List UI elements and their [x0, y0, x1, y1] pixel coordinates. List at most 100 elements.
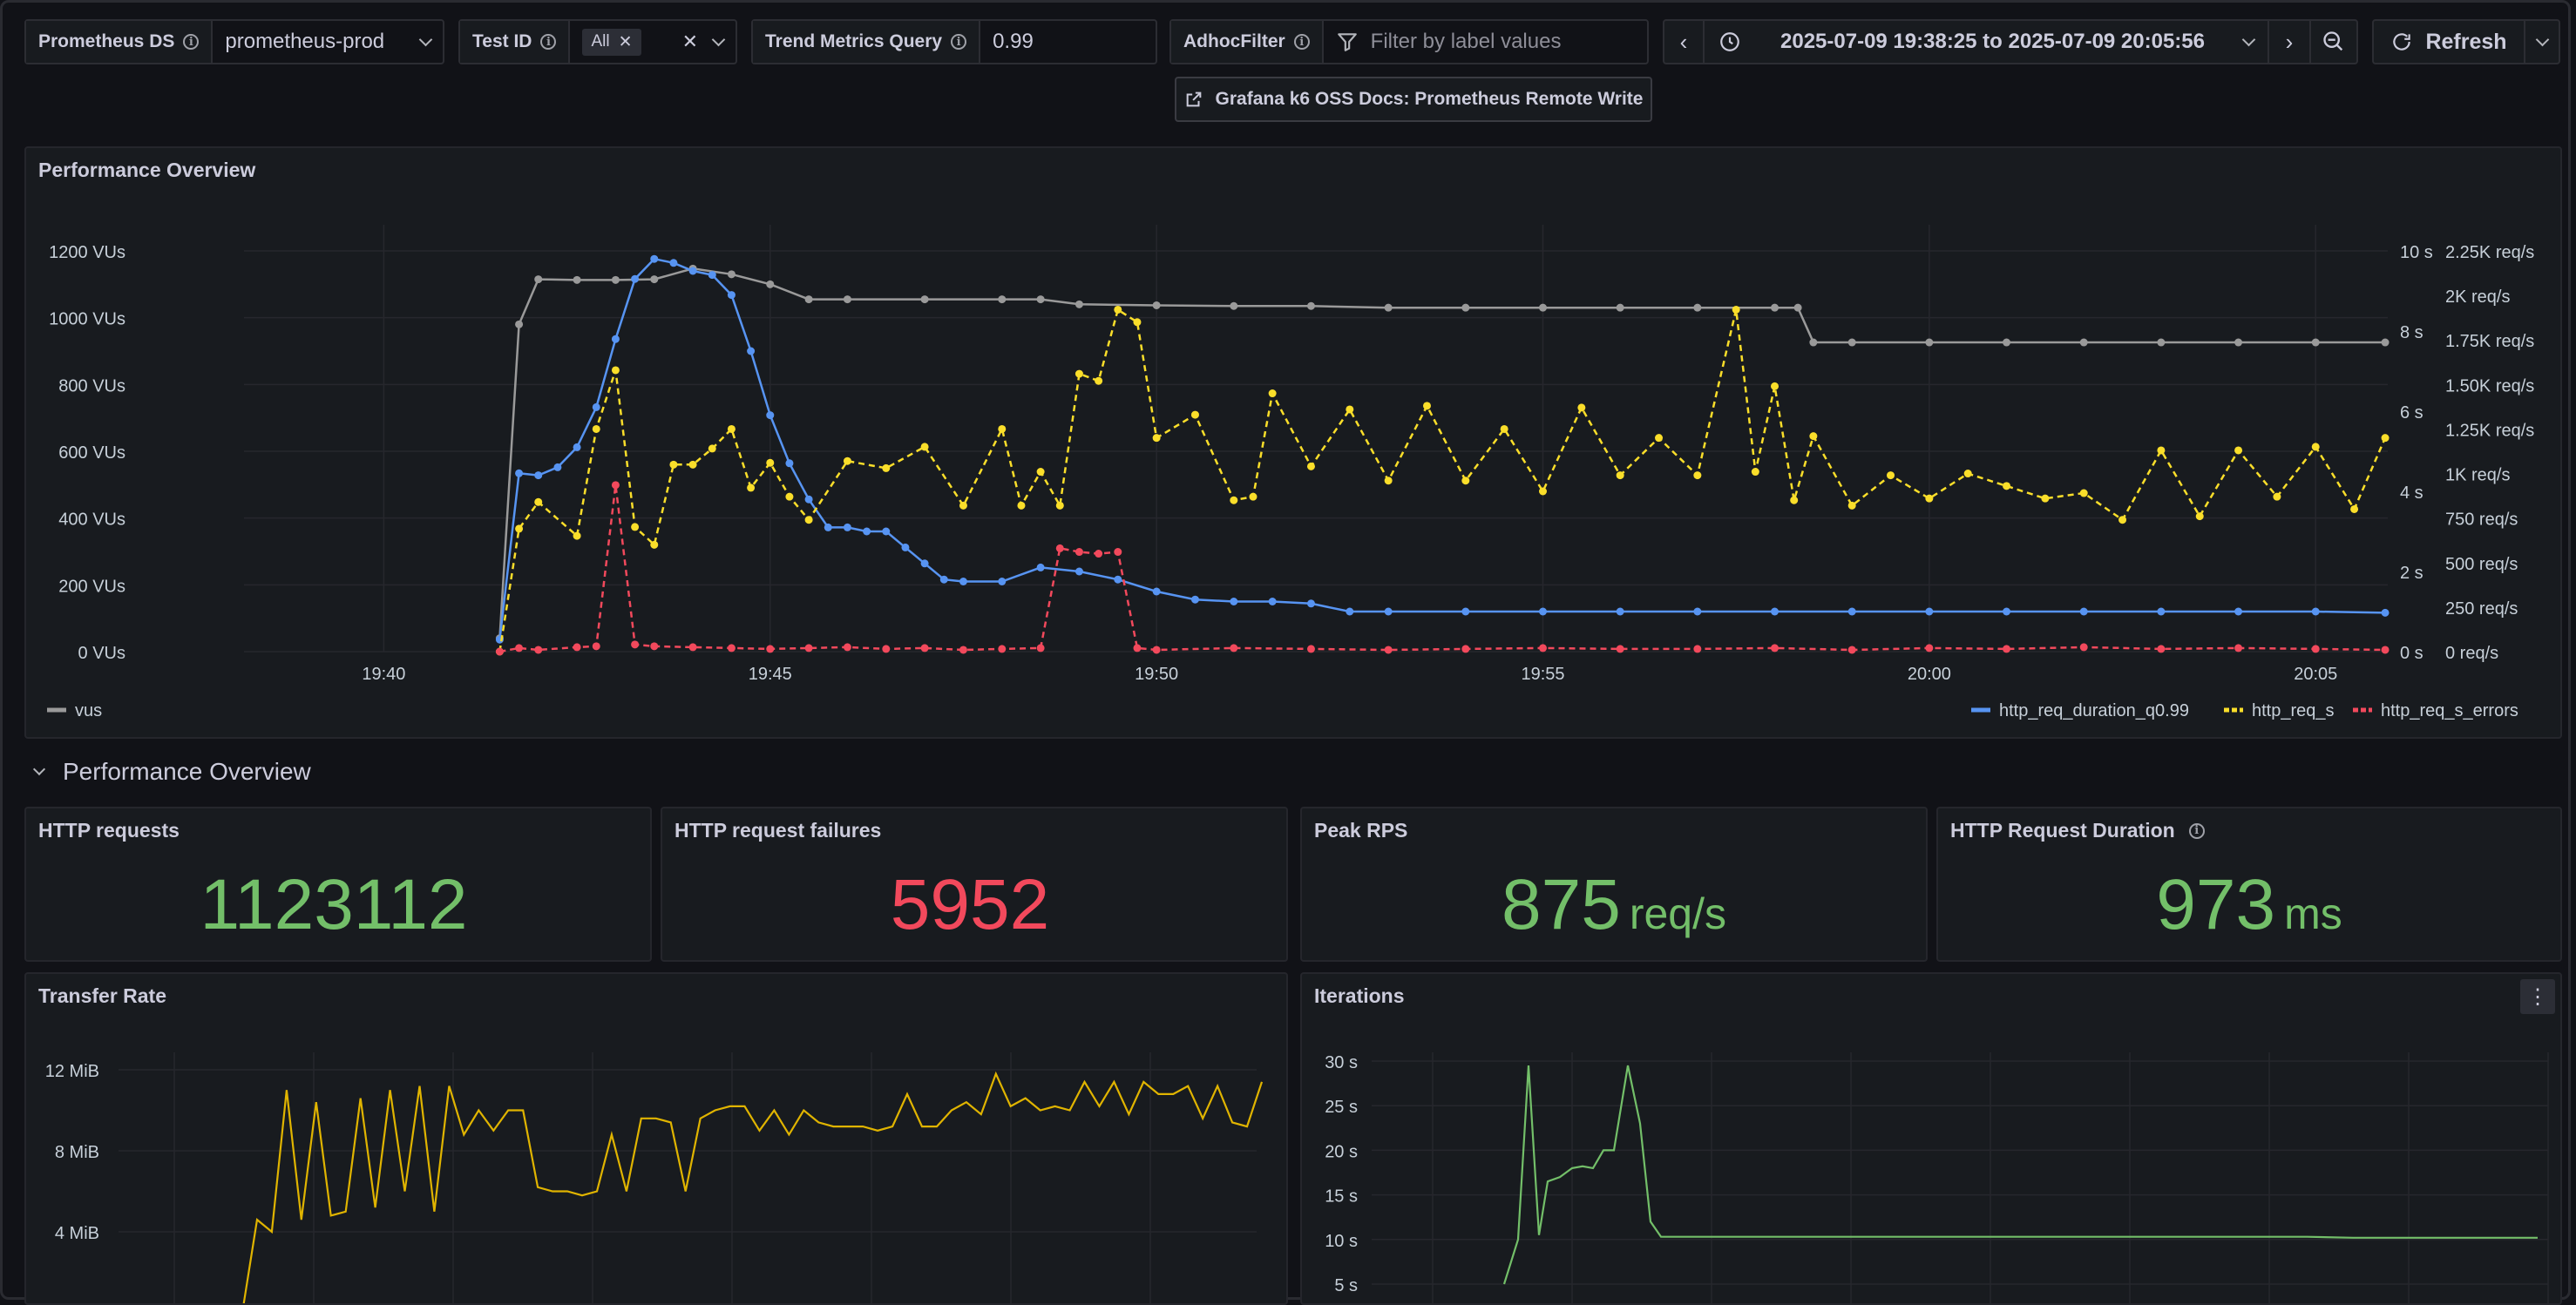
var-value-input[interactable]: 0.99 — [980, 21, 1156, 63]
data-point — [1461, 303, 1470, 312]
var-value[interactable]: prometheus-prod — [213, 21, 443, 63]
data-point — [998, 295, 1007, 304]
data-point — [2311, 338, 2320, 347]
data-point — [534, 646, 543, 654]
adhoc-filter-input[interactable]: Filter by label values — [1324, 21, 1647, 63]
data-point — [1036, 468, 1045, 477]
refresh-interval-dropdown[interactable] — [2524, 19, 2560, 64]
data-point — [998, 645, 1007, 653]
docs-link[interactable]: Grafana k6 OSS Docs: Prometheus Remote W… — [1175, 77, 1652, 122]
data-point — [1152, 587, 1161, 596]
data-point — [1925, 644, 1934, 652]
data-point — [843, 643, 851, 652]
data-point — [1847, 338, 1856, 347]
data-point — [1017, 501, 1026, 510]
data-point — [2003, 482, 2011, 490]
close-icon[interactable]: ✕ — [618, 32, 633, 51]
var-label-text: Trend Metrics Query — [765, 31, 943, 51]
adhoc-placeholder: Filter by label values — [1370, 30, 1562, 53]
data-point — [1306, 462, 1315, 470]
chevron-down-icon — [2535, 32, 2549, 46]
time-shift-back-button[interactable]: ‹ — [1663, 19, 1705, 64]
data-point — [534, 497, 543, 506]
var-test-id[interactable]: Test ID i All ✕ ✕ — [458, 19, 737, 64]
panel-title: Iterations — [1314, 984, 1405, 1007]
info-icon[interactable]: i — [2188, 822, 2205, 839]
var-prometheus-ds[interactable]: Prometheus DS i prometheus-prod — [24, 19, 444, 64]
stat-unit: ms — [2284, 889, 2342, 938]
zoom-out-button[interactable] — [2309, 19, 2358, 64]
data-point — [1771, 644, 1779, 652]
var-trend-metrics-query[interactable]: Trend Metrics Query i 0.99 — [751, 19, 1157, 64]
x-tick-label: 19:45 — [749, 665, 792, 684]
stat-panel-http-request-duration: HTTP Request Duration i 973 ms — [1936, 807, 2562, 962]
y-tick-label: 15 s — [1325, 1187, 1358, 1207]
data-point — [766, 645, 775, 653]
data-point — [1384, 477, 1393, 485]
var-label: Trend Metrics Query i — [753, 21, 981, 63]
y-tick-label-rps: 1K req/s — [2445, 466, 2510, 485]
data-point — [1963, 470, 1972, 478]
data-point — [573, 443, 581, 451]
y-tick-label: 25 s — [1325, 1098, 1358, 1117]
data-point — [1771, 303, 1779, 312]
var-adhoc-filter[interactable]: AdhocFilter i Filter by label values — [1169, 19, 1649, 64]
data-point — [631, 640, 640, 649]
var-value-text: prometheus-prod — [225, 30, 385, 53]
data-point — [766, 411, 775, 420]
docs-link-text: Grafana k6 OSS Docs: Prometheus Remote W… — [1215, 89, 1644, 109]
data-point — [901, 543, 910, 551]
data-point — [2234, 644, 2243, 652]
data-point — [1249, 492, 1257, 501]
y-tick-label-duration: 6 s — [2400, 403, 2423, 423]
iterations-chart: 5 s 10 s 15 s 20 s 25 s 30 s — [1325, 1052, 2549, 1303]
stat-panel-http-requests: HTTP requests 1123112 — [24, 807, 652, 962]
chevron-down-icon[interactable] — [418, 32, 433, 46]
y-tick-label-vus: 800 VUs — [58, 376, 125, 396]
var-value[interactable]: All ✕ ✕ — [570, 21, 736, 63]
data-point — [708, 444, 716, 453]
data-point — [1190, 410, 1199, 419]
stat-value: 1123112 — [26, 864, 650, 946]
data-point — [2079, 643, 2088, 652]
y-tick-label-rps: 750 req/s — [2445, 511, 2518, 530]
row-header-performance-overview[interactable]: Performance Overview — [32, 758, 311, 786]
refresh-button[interactable]: Refresh — [2372, 19, 2525, 64]
chevron-down-icon[interactable] — [2241, 32, 2256, 46]
data-point — [1925, 338, 1934, 347]
refresh-label: Refresh — [2425, 29, 2507, 54]
time-range-text: 2025-07-09 19:38:25 to 2025-07-09 20:05:… — [1780, 30, 2205, 53]
data-point — [650, 540, 659, 549]
y-tick-label-rps: 1.25K req/s — [2445, 421, 2534, 440]
time-range-picker[interactable]: 2025-07-09 19:38:25 to 2025-07-09 20:05:… — [1703, 19, 2269, 64]
chevron-down-icon[interactable] — [711, 32, 726, 46]
data-point — [611, 481, 620, 490]
chevron-down-icon[interactable] — [32, 762, 46, 776]
info-icon: i — [183, 34, 200, 50]
data-point — [2273, 492, 2281, 501]
clear-icon[interactable]: ✕ — [681, 30, 698, 52]
data-point — [1230, 644, 1238, 652]
panel-menu-button[interactable]: ⋮ — [2520, 979, 2555, 1014]
data-point — [1306, 599, 1315, 608]
var-value-text: 0.99 — [993, 30, 1034, 53]
data-point — [1693, 303, 1702, 312]
data-point — [1616, 645, 1624, 653]
data-point — [1616, 471, 1624, 480]
data-point — [882, 527, 891, 536]
series-line-http-req-s — [498, 308, 2387, 652]
data-point — [631, 523, 640, 531]
info-icon: i — [951, 34, 967, 50]
data-point — [1114, 305, 1122, 314]
data-point — [804, 295, 813, 304]
data-point — [1055, 501, 1064, 510]
data-point — [688, 643, 697, 652]
data-point — [2381, 608, 2390, 617]
data-point — [1346, 405, 1354, 414]
time-shift-forward-button[interactable]: › — [2268, 19, 2311, 64]
data-point — [515, 644, 524, 652]
filter-chip[interactable]: All ✕ — [582, 28, 641, 56]
stat-panel-peak-rps: Peak RPS 875 req/s — [1300, 807, 1928, 962]
data-point — [1074, 369, 1083, 378]
data-point — [843, 523, 851, 531]
